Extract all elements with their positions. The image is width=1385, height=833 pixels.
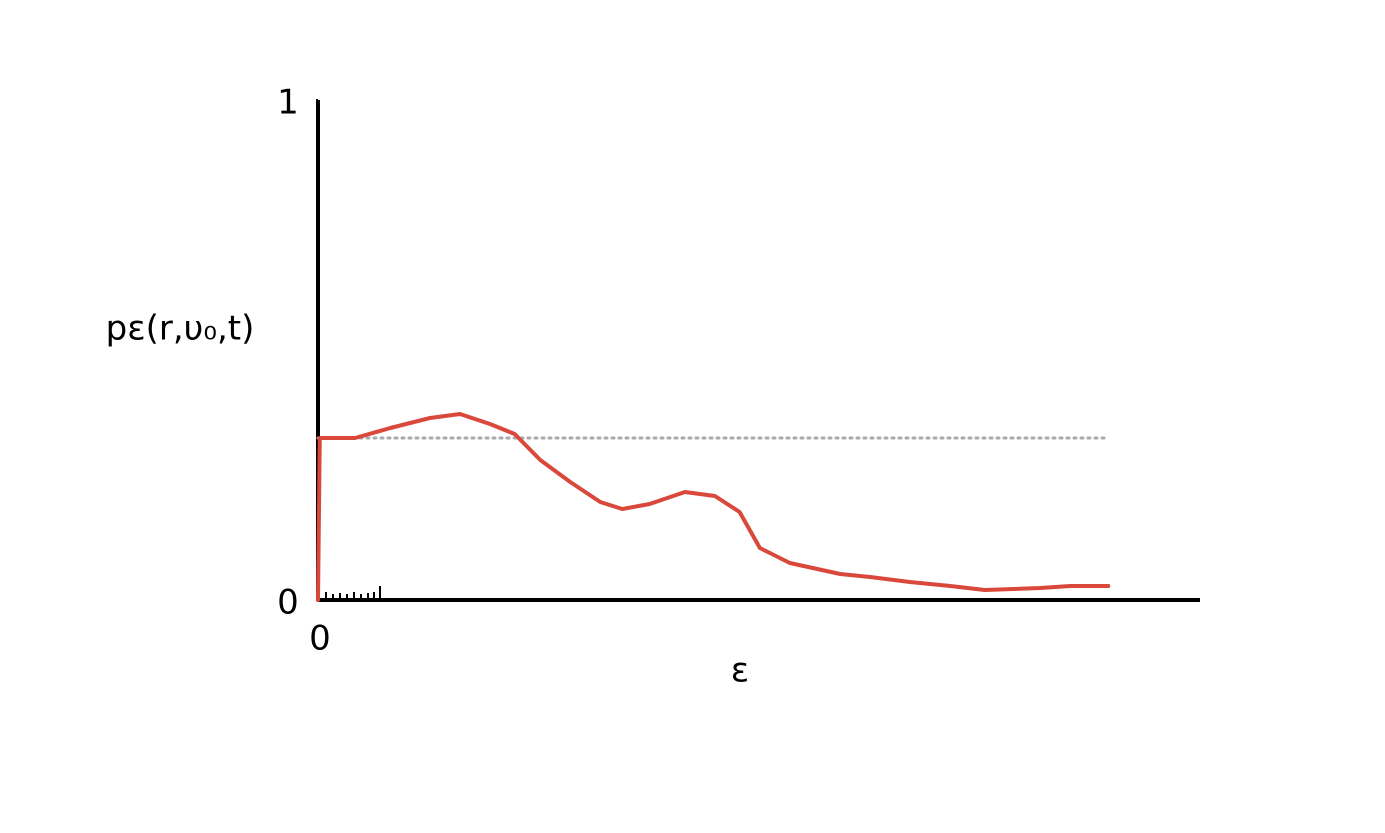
y-tick-label: 1 [277,83,299,123]
y-tick-label: 0 [277,583,299,623]
rug-ticks [325,586,381,600]
data-line [316,412,1111,602]
x-axis-label: ε [731,651,749,691]
y-axis-label: pε(r,υ₀,t) [106,309,255,349]
x-tick-label: 0 [309,619,331,659]
